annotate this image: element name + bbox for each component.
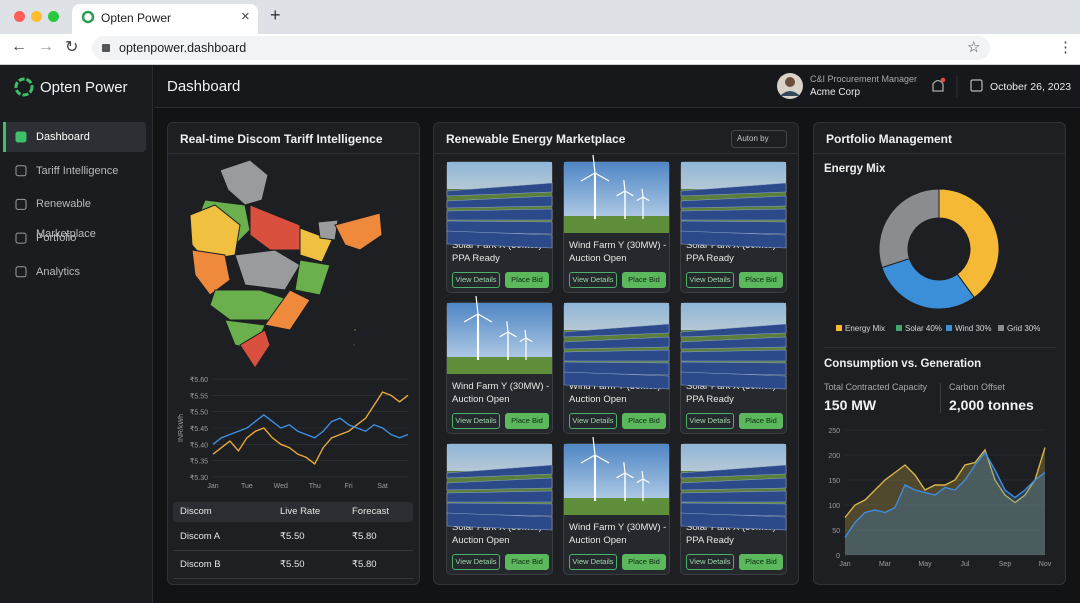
star[interactable]: ☆ xyxy=(967,39,981,56)
listing-card: Wind Farm Y (30MW) - Auction Open View De… xyxy=(563,302,670,434)
view-details[interactable]: View Details xyxy=(569,272,617,288)
listing-card: Wind Farm Y (30MW) - Auction Open View De… xyxy=(563,443,670,575)
listing-title: Wind Farm Y (30MW) - Auction Open xyxy=(569,522,667,546)
filter[interactable]: Auton by xyxy=(731,130,787,148)
place-bid[interactable]: Place Bid xyxy=(739,272,783,288)
nav-item[interactable]: Portfolio xyxy=(36,232,77,245)
tab-close[interactable]: × xyxy=(241,8,250,25)
view-details[interactable]: View Details xyxy=(569,413,617,429)
listing-title: Solar Park X (50MW) - PPA Ready xyxy=(452,240,548,264)
nav-item[interactable]: Analytics xyxy=(36,265,81,278)
listing-card: Solar Park X (50MW) - PPA Ready View Deta… xyxy=(446,161,553,293)
divider xyxy=(434,153,798,154)
table-cell: ₹5.50 xyxy=(280,531,305,542)
brand: Opten Power xyxy=(40,79,128,96)
stat-value: 150 MW xyxy=(824,397,877,413)
tab-title: Opten Power xyxy=(101,11,172,25)
divider xyxy=(814,153,1065,154)
portfolio-panel: Portfolio Management Energy Mix Consumpt… xyxy=(813,122,1066,585)
place-bid[interactable]: Place Bid xyxy=(739,413,783,429)
view-details[interactable]: View Details xyxy=(452,272,500,288)
listing-title: Wind Farm Y (30MW) - Auction Open xyxy=(569,240,667,264)
table-header: Forecast xyxy=(352,506,389,517)
listing-title: Solar Park X (50MW) - PPA Ready xyxy=(686,240,782,264)
tab[interactable] xyxy=(72,4,258,34)
reload[interactable]: ↻ xyxy=(65,39,79,56)
view-details[interactable]: View Details xyxy=(686,413,734,429)
view-details[interactable]: View Details xyxy=(686,554,734,570)
page-title: Dashboard xyxy=(167,78,241,95)
view-details[interactable]: View Details xyxy=(452,413,500,429)
table-header: Live Rate xyxy=(280,506,321,517)
url-bar[interactable] xyxy=(92,36,990,60)
panel-title: Portfolio Management xyxy=(826,132,953,146)
table-cell: ₹5.80 xyxy=(352,559,377,570)
view-details[interactable]: View Details xyxy=(452,554,500,570)
place-bid[interactable]: Place Bid xyxy=(505,413,549,429)
place-bid[interactable]: Place Bid xyxy=(505,554,549,570)
lock xyxy=(102,44,110,52)
listing-title: Solar Park X (50MW) - PPA Ready xyxy=(686,522,782,546)
section-line xyxy=(824,347,1056,348)
stat-label: Total Contracted Capacity xyxy=(824,382,928,392)
stat-sep xyxy=(940,383,941,413)
listing-card: Solar Park X (50MW) - Auction Open View D… xyxy=(446,443,553,575)
listing-card: Wind Farm Y (30MW) - Auction Open View De… xyxy=(563,161,670,293)
consumption-title: Consumption vs. Generation xyxy=(824,358,982,370)
nav-item[interactable]: Tariff Intelligence xyxy=(36,164,119,177)
min-dot[interactable] xyxy=(31,11,42,22)
view-details[interactable]: View Details xyxy=(569,554,617,570)
listing-card: Wind Farm Y (30MW) - Auction Open View De… xyxy=(446,302,553,434)
nav-item[interactable]: Dashboard xyxy=(3,122,146,152)
panel-title: Renewable Energy Marketplace xyxy=(446,132,626,146)
menu[interactable]: ⋮ xyxy=(1058,39,1073,56)
back[interactable]: ← xyxy=(11,38,27,55)
forward[interactable]: → xyxy=(38,38,54,55)
sidebar xyxy=(0,65,153,603)
table-cell: Discom B xyxy=(180,559,221,570)
listing-title: Solar Park X (50MW) - PPA Ready xyxy=(686,381,782,405)
place-bid[interactable]: Place Bid xyxy=(622,272,666,288)
place-bid[interactable]: Place Bid xyxy=(505,272,549,288)
topbar xyxy=(154,65,1080,108)
url: optenpower.dashboard xyxy=(119,41,247,55)
table-cell: ₹5.80 xyxy=(352,531,377,542)
place-bid[interactable]: Place Bid xyxy=(622,554,666,570)
listing-card: Solar Park X (50MW) - PPA Ready View Deta… xyxy=(680,443,787,575)
panel-title: Real-time Discom Tariff Intelligence xyxy=(180,132,383,146)
row-line xyxy=(173,578,413,579)
max-dot[interactable] xyxy=(48,11,59,22)
table-cell: ₹5.50 xyxy=(280,559,305,570)
company: Acme Corp xyxy=(810,87,861,98)
listing-card: Solar Park X (50MW) - PPA Ready View Deta… xyxy=(680,302,787,434)
stat-value: 2,000 tonnes xyxy=(949,397,1034,413)
place-bid[interactable]: Place Bid xyxy=(622,413,666,429)
mix-title: Energy Mix xyxy=(824,163,886,175)
listing-title: Wind Farm Y (30MW) - Auction Open xyxy=(569,381,667,405)
listing-title: Wind Farm Y (30MW) - Auction Open xyxy=(452,381,550,405)
new-tab[interactable]: + xyxy=(270,5,281,25)
table-header: Discom xyxy=(180,506,212,517)
listing-card: Solar Park X (50MW) - PPA Ready View Deta… xyxy=(680,161,787,293)
view-details[interactable]: View Details xyxy=(686,272,734,288)
nav-item[interactable]: Renewable Marketplace xyxy=(36,198,96,241)
stat-label: Carbon Offset xyxy=(949,382,1005,392)
row-line xyxy=(173,550,413,551)
user-role: C&I Procurement Manager xyxy=(810,74,918,84)
listing-title: Solar Park X (50MW) - Auction Open xyxy=(452,522,548,546)
place-bid[interactable]: Place Bid xyxy=(739,554,783,570)
close-dot[interactable] xyxy=(14,11,25,22)
table-head xyxy=(173,502,413,522)
table-cell: Discom A xyxy=(180,531,221,542)
date: October 26, 2023 xyxy=(990,81,1072,93)
divider xyxy=(168,153,419,154)
